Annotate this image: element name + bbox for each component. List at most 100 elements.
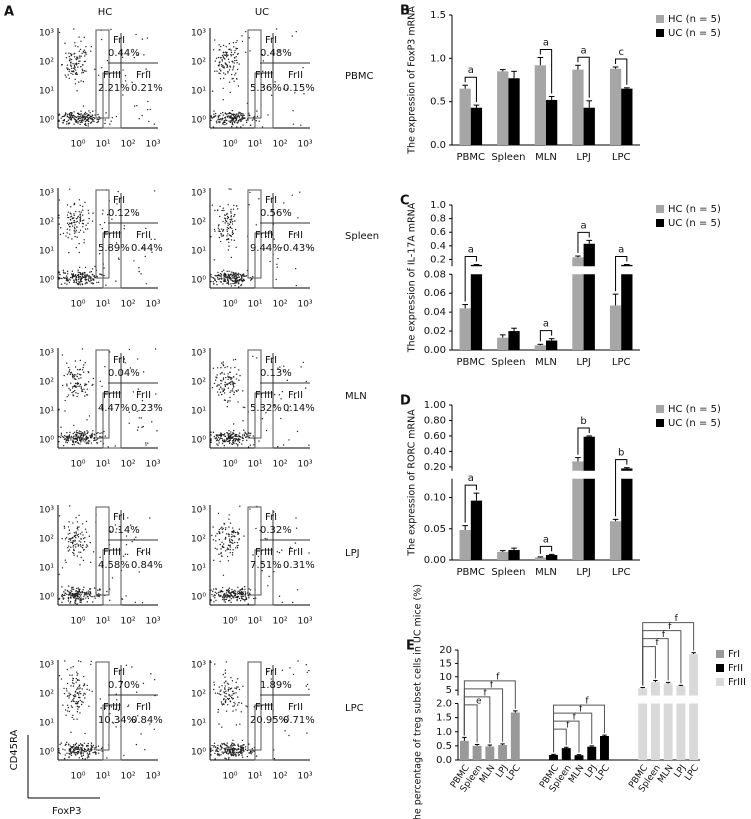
flow-dot <box>224 382 225 383</box>
error-bar <box>551 754 555 755</box>
flow-dot <box>229 540 230 541</box>
flow-dot <box>250 444 251 445</box>
flow-dot <box>231 257 232 258</box>
flow-dot <box>217 711 218 712</box>
flow-dot <box>230 745 231 746</box>
flow-dot <box>89 440 90 441</box>
flow-dot <box>61 278 62 279</box>
flow-dot <box>109 123 110 124</box>
error-bar <box>575 458 581 462</box>
flow-dot <box>70 62 71 63</box>
flow-dot <box>70 601 71 602</box>
legend-label: HC (n = 5) <box>668 204 721 215</box>
flow-dot <box>225 527 226 528</box>
flow-dot <box>85 529 86 530</box>
panel-label: D <box>400 394 411 409</box>
flow-dot <box>225 377 226 378</box>
flow-dot <box>237 591 238 592</box>
flow-dot <box>215 380 216 381</box>
flow-dot <box>259 120 260 121</box>
flow-dot <box>64 589 65 590</box>
flow-dot <box>229 597 230 598</box>
flow-dot <box>92 212 93 213</box>
flow-dot <box>241 748 242 749</box>
flow-dot <box>230 120 231 121</box>
flow-dot <box>72 376 73 377</box>
flow-dot <box>115 280 116 281</box>
flow-dot <box>78 748 79 749</box>
flow-dot <box>68 388 69 389</box>
flow-dot <box>78 544 79 545</box>
gate-percent: 0.48% <box>260 48 292 59</box>
flow-dot <box>228 59 229 60</box>
flow-dot <box>73 678 74 679</box>
flow-dot <box>89 595 90 596</box>
flow-dot <box>248 588 249 589</box>
flow-dot <box>90 50 91 51</box>
flow-dot <box>80 538 81 539</box>
flow-dot <box>63 597 64 598</box>
flow-dot <box>82 432 83 433</box>
flow-dot <box>72 540 73 541</box>
flow-dot <box>84 434 85 435</box>
flow-dot <box>80 431 81 432</box>
flow-dot <box>82 545 83 546</box>
flow-dot <box>227 402 228 403</box>
flow-dot <box>307 672 308 673</box>
flow-dot <box>223 674 224 675</box>
error-bar <box>613 294 619 305</box>
flow-dot <box>214 743 215 744</box>
flow-tick-label: 10¹ <box>95 617 110 627</box>
flow-dot <box>237 545 238 546</box>
flow-dot <box>83 105 84 106</box>
flow-dot <box>83 752 84 753</box>
flow-dot <box>237 542 238 543</box>
flow-dot <box>212 387 213 388</box>
flow-dot <box>92 601 93 602</box>
flow-dot <box>237 401 238 402</box>
flow-dot <box>292 35 293 36</box>
flow-dot <box>233 121 234 122</box>
flow-dot <box>212 750 213 751</box>
flow-dot <box>284 730 285 731</box>
flow-dot <box>72 74 73 75</box>
flow-dot <box>248 37 249 38</box>
flow-dot <box>73 751 74 752</box>
flow-dot <box>74 750 75 751</box>
flow-dot <box>226 229 227 230</box>
flow-dot <box>227 55 228 56</box>
flow-dot <box>230 283 231 284</box>
flow-dot <box>70 372 71 373</box>
flow-dot <box>154 124 155 125</box>
flow-dot <box>79 594 80 595</box>
flow-dot <box>83 694 84 695</box>
flow-dot <box>231 236 232 237</box>
flow-dot <box>223 229 224 230</box>
flow-dot <box>240 749 241 750</box>
flow-dot <box>60 437 61 438</box>
flow-dot <box>228 188 229 189</box>
flow-dot <box>230 545 231 546</box>
flow-dot <box>70 753 71 754</box>
flow-dot <box>90 664 91 665</box>
flow-dot <box>86 438 87 439</box>
flow-dot <box>89 751 90 752</box>
flow-dot <box>215 592 216 593</box>
flow-dot <box>80 377 81 378</box>
flow-dot <box>221 362 222 363</box>
flow-dot <box>228 684 229 685</box>
flow-dot <box>234 703 235 704</box>
flow-dot <box>90 116 91 117</box>
flow-dot <box>71 115 72 116</box>
flow-dot <box>293 123 294 124</box>
legend-swatch <box>656 219 664 227</box>
flow-dot <box>235 280 236 281</box>
flow-dot <box>72 595 73 596</box>
bar <box>511 713 520 760</box>
flow-dot <box>256 357 257 358</box>
flow-dot <box>67 64 68 65</box>
legend-swatch <box>716 664 724 672</box>
flow-dot <box>216 70 217 71</box>
flow-dot <box>80 220 81 221</box>
error-bar <box>640 687 644 688</box>
